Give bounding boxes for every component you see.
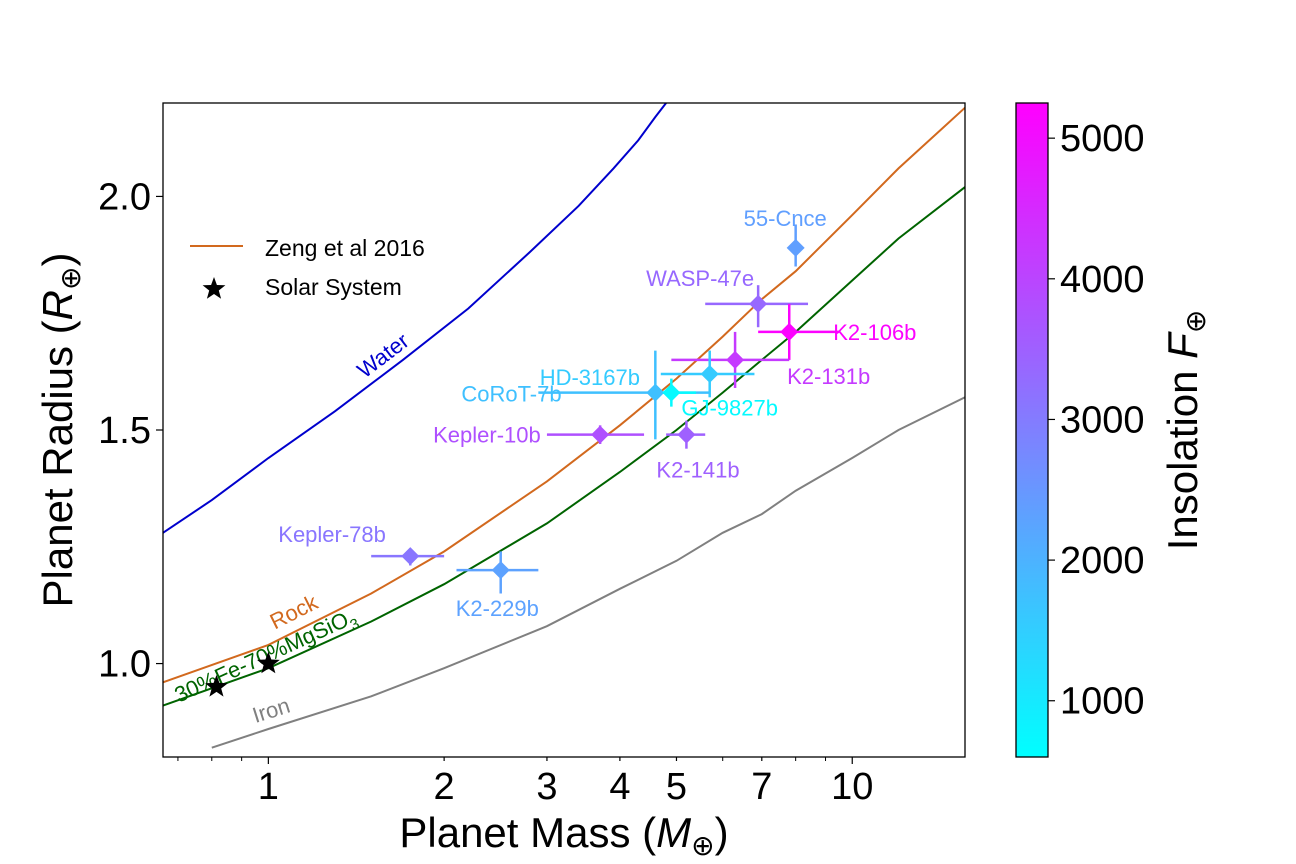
x-tick-label: 3: [536, 766, 557, 808]
colorbar-frame: [1015, 102, 1049, 758]
planet-labels: 55-Cnce WASP-47e K2-106b K2-131b HD-3167bCoR…: [278, 206, 916, 621]
planet-markers: [205, 238, 805, 697]
curve-water: [163, 103, 667, 534]
planet-label: CoRoT-7b: [461, 382, 561, 407]
colorbar-label: Insolation F⊕: [1159, 310, 1211, 551]
planet-marker: [677, 425, 696, 444]
planet-marker: [726, 350, 745, 369]
colorbar-ticks: 1000 2000 3000 4000 5000: [1048, 118, 1145, 723]
colorbar: 1000 2000 3000 4000 5000 Insolation F⊕: [1015, 102, 1211, 758]
x-tick-label: 5: [666, 766, 687, 808]
planet-marker: [662, 383, 681, 402]
x-tick-label: 4: [609, 766, 630, 808]
colorbar-tick-label: 4000: [1060, 259, 1145, 301]
legend-label-solar-system: Solar System: [265, 274, 402, 300]
y-tick-label: 1.0: [98, 644, 151, 686]
planet-label: 55-Cnce: [744, 206, 827, 231]
planet-marker: [780, 322, 799, 341]
y-tick-label: 2.0: [98, 176, 151, 218]
planet-label: Kepler-78b: [278, 522, 386, 547]
curve-rock: [163, 106, 965, 684]
planet-marker: [700, 364, 719, 383]
model-curves: [163, 103, 965, 749]
colorbar-tick-label: 5000: [1060, 118, 1145, 160]
planet-label: K2-229b: [456, 596, 539, 621]
y-axis-ticks: 1.0 1.5 2.0: [98, 176, 163, 686]
planet-label: WASP-47e: [646, 266, 754, 291]
legend-star-icon: [202, 277, 226, 299]
planet-label: Kepler-10b: [433, 423, 541, 448]
solar-system-star: [257, 651, 280, 674]
planet-marker: [786, 238, 805, 257]
planet-label: K2-131b: [787, 364, 870, 389]
planet-label: K2-141b: [656, 458, 739, 483]
legend-label-model: Zeng et al 2016: [265, 235, 425, 261]
y-axis-label: Planet Radius (R⊕): [34, 253, 86, 608]
planet-marker: [646, 383, 665, 402]
planet-label: GJ-9827b: [681, 396, 778, 421]
colorbar-gradient: [1016, 103, 1048, 757]
colorbar-tick-label: 3000: [1060, 399, 1145, 441]
planet-marker: [591, 425, 610, 444]
x-tick-label: 10: [831, 766, 873, 808]
planet-label: HD-3167b: [540, 365, 640, 390]
x-tick-label: 1: [258, 766, 279, 808]
planet-label: K2-106b: [833, 320, 916, 345]
curve-iron: [211, 396, 965, 749]
planet-marker: [491, 561, 510, 580]
x-tick-label: 7: [751, 766, 772, 808]
planet-marker: [749, 294, 768, 313]
x-axis-label: Planet Mass (M⊕): [399, 809, 728, 861]
x-tick-label: 2: [434, 766, 455, 808]
x-axis-ticks: 1 2 3 4 5 7 10: [177, 757, 873, 808]
planet-marker: [401, 547, 420, 566]
colorbar-tick-label: 1000: [1060, 681, 1145, 723]
curve-30-fe-70-mgsio: [163, 186, 965, 707]
legend: Zeng et al 2016 Solar System: [190, 235, 425, 300]
solar-system-star: [205, 674, 228, 697]
colorbar-tick-label: 2000: [1060, 540, 1145, 582]
y-tick-label: 1.5: [98, 410, 151, 452]
